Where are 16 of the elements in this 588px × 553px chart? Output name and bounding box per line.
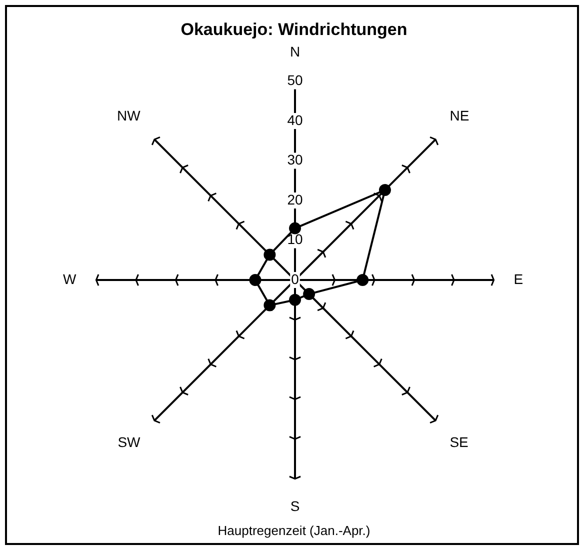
- spoke-label: NE: [450, 108, 470, 124]
- spoke-label: S: [290, 498, 300, 514]
- y-tick-label: 10: [287, 231, 303, 248]
- y-tick-label: 20: [287, 191, 303, 208]
- y-tick-label: 30: [287, 152, 303, 168]
- y-tick-label: 50: [287, 72, 303, 88]
- spoke-label: E: [514, 270, 524, 287]
- y-tick-label: 40: [287, 112, 303, 128]
- spoke-label: W: [62, 270, 77, 287]
- y-tick-label: 0: [291, 270, 300, 287]
- text: Hauptregenzeit (Jan.-Apr.): [218, 522, 370, 538]
- spoke-label: NW: [116, 108, 142, 124]
- chart-title: Okaukuejo: Windrichtungen: [180, 20, 408, 39]
- spoke-label: N: [290, 44, 300, 60]
- spoke-label: SW: [118, 434, 142, 450]
- spoke-label: SE: [450, 434, 468, 450]
